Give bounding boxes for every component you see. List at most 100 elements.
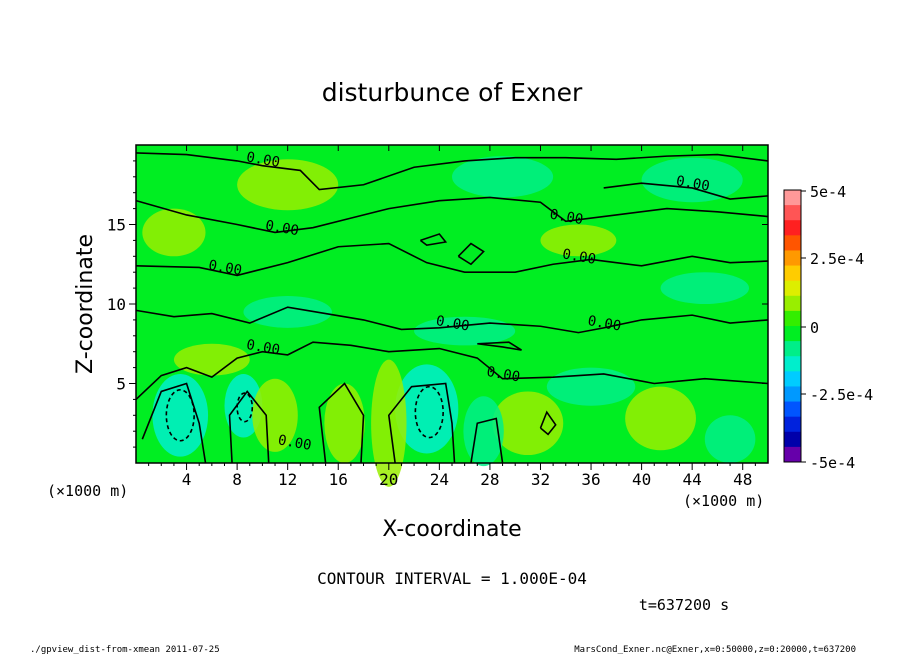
contour-line <box>318 382 365 464</box>
colorbar-swatch <box>784 235 801 251</box>
color-blob <box>237 159 339 211</box>
colorbar-swatch <box>784 371 801 387</box>
contour-line <box>135 152 769 191</box>
colorbar-label: 5e-4 <box>810 183 846 201</box>
color-blob <box>152 373 209 457</box>
colorbar-swatch <box>784 431 801 448</box>
negative-contour-line <box>236 392 254 423</box>
x-tick-label: 48 <box>733 470 752 489</box>
colorbar-swatch <box>784 205 801 221</box>
x-axis: 4 8 12 16 20 24 28 32 36 40 44 48 <box>148 145 756 489</box>
contour-line <box>603 182 769 200</box>
colorbar: 5e-4 2.5e-4 0 -2.5e-4 -5e-4 <box>783 183 873 472</box>
negative-contour-line <box>414 385 444 439</box>
color-blob <box>641 157 743 203</box>
colorbar-swatch <box>784 295 801 312</box>
contour-label: 0.00 <box>277 432 313 454</box>
contour-line <box>539 410 557 436</box>
colorbar-swatches <box>784 190 801 463</box>
x-unit-right: (×1000 m) <box>683 492 764 510</box>
colorbar-label: -5e-4 <box>810 454 855 472</box>
colorbar-frame <box>783 189 802 463</box>
contour-line <box>387 382 456 464</box>
colorbar-swatch <box>784 250 801 267</box>
contour-line <box>228 390 270 464</box>
contour-line <box>135 306 769 334</box>
contour-labels: 0.00 0.00 0.00 0.00 0.00 0.00 0.00 0.00 0.00 0.00… <box>207 149 711 454</box>
color-blob <box>452 156 554 198</box>
x-tick-label: 44 <box>683 470 702 489</box>
contour-label: 0.00 <box>586 313 622 335</box>
contour-label: 0.00 <box>435 313 471 335</box>
contour-line <box>135 242 769 277</box>
colorbar-swatch <box>784 190 801 206</box>
x-tick-label: 20 <box>379 470 398 489</box>
colorbar-swatch <box>784 356 801 372</box>
contour-line <box>457 242 485 266</box>
plot-area: 0.00 0.00 0.00 0.00 0.00 0.00 0.00 0.00 0.00 0.00… <box>135 144 769 487</box>
color-blob <box>660 272 750 304</box>
y-axis-label: Z-coordinate <box>73 234 98 374</box>
contour-line <box>135 196 769 234</box>
contour-line <box>141 382 207 464</box>
color-blob <box>142 208 206 257</box>
color-blob <box>625 386 696 451</box>
contour-line <box>470 417 504 464</box>
contour-line <box>135 341 769 400</box>
contour-label: 0.00 <box>561 246 597 268</box>
color-blob <box>324 383 365 463</box>
x-tick-label: 4 <box>182 470 192 489</box>
x-axis-label: X-coordinate <box>382 517 521 542</box>
color-blob <box>243 296 332 328</box>
contour-label: 0.00 <box>207 257 243 279</box>
contour-label: 0.00 <box>548 207 584 229</box>
footer-right: MarsCond_Exner.nc@Exner,x=0:50000,z=0:20… <box>574 645 856 654</box>
negative-contour-line <box>165 389 195 442</box>
colorbar-label: 0 <box>810 319 819 337</box>
color-blob <box>371 359 407 487</box>
x-tick-label: 36 <box>581 470 600 489</box>
y-tick-label: 15 <box>107 216 126 235</box>
contour-lines <box>135 152 769 464</box>
color-blob <box>704 415 756 463</box>
contour-line <box>477 341 522 351</box>
x-tick-label: 12 <box>278 470 297 489</box>
contour-line <box>419 233 448 247</box>
contour-label: 0.00 <box>264 218 300 240</box>
x-tick-label: 16 <box>329 470 348 489</box>
contour-label: 0.00 <box>245 149 281 171</box>
contour-interval-text: CONTOUR INTERVAL = 1.000E-04 <box>317 569 587 588</box>
x-tick-label: 32 <box>531 470 550 489</box>
chart-title: disturbunce of Exner <box>322 78 583 107</box>
x-tick-label: 40 <box>632 470 651 489</box>
contour-label: 0.00 <box>245 337 281 359</box>
color-blobs <box>142 156 756 487</box>
colorbar-swatch <box>784 280 801 297</box>
colorbar-swatch <box>784 326 801 342</box>
x-tick-label: 28 <box>480 470 499 489</box>
color-blob <box>492 391 564 456</box>
footer-left: ./gpview_dist-from-xmean 2011-07-25 <box>30 645 220 654</box>
colorbar-swatch <box>784 265 801 282</box>
x-tick-label: 8 <box>232 470 242 489</box>
colorbar-swatch <box>784 416 801 433</box>
color-blob <box>252 378 298 452</box>
colorbar-swatch <box>784 401 801 418</box>
color-blob <box>546 367 636 406</box>
colorbar-swatch <box>784 341 801 357</box>
x-tick-label: 24 <box>430 470 449 489</box>
colorbar-swatch <box>784 220 801 236</box>
colorbar-swatch <box>784 310 801 327</box>
colorbar-swatch <box>784 386 801 403</box>
y-tick-label: 10 <box>107 295 126 314</box>
color-blob <box>540 224 617 257</box>
contour-label: 0.00 <box>485 364 521 386</box>
contour-label: 0.00 <box>675 173 711 195</box>
time-text: t=637200 s <box>639 596 729 614</box>
y-axis: 5 10 15 <box>107 160 768 448</box>
color-blob <box>173 343 250 376</box>
colorbar-label: 2.5e-4 <box>810 250 864 268</box>
x-unit-left: (×1000 m) <box>47 482 128 500</box>
y-tick-label: 5 <box>116 375 126 394</box>
